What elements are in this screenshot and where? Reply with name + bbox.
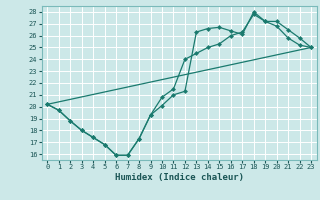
X-axis label: Humidex (Indice chaleur): Humidex (Indice chaleur) — [115, 173, 244, 182]
